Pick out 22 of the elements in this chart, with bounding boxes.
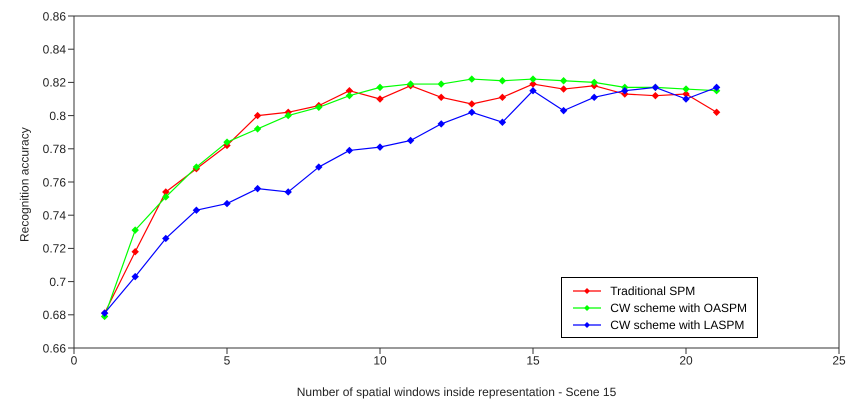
x-tick-label: 15: [526, 354, 540, 368]
x-axis-title: Number of spatial windows inside representation - Scene 15: [296, 385, 617, 399]
y-tick-label: 0.66: [42, 341, 66, 356]
x-tick-label: 5: [224, 354, 231, 368]
y-tick-label: 0.7: [49, 274, 66, 289]
y-tick-label: 0.68: [42, 308, 66, 322]
legend-label: Traditional SPM: [610, 284, 696, 298]
y-tick-label: 0.76: [42, 175, 66, 190]
legend-label: CW scheme with LASPM: [610, 318, 744, 332]
y-tick-label: 0.82: [42, 76, 66, 90]
x-tick-label: 0: [70, 354, 78, 368]
y-axis-title: Recognition accuracy: [17, 127, 32, 242]
y-tick-label: 0.78: [42, 142, 66, 156]
y-tick-label: 0.8: [49, 108, 66, 123]
y-tick-label: 0.74: [42, 208, 66, 222]
legend-label: CW scheme with OASPM: [610, 300, 747, 314]
y-tick-label: 0.84: [42, 42, 66, 56]
x-tick-label: 20: [679, 354, 693, 368]
y-tick-label: 0.72: [42, 242, 66, 256]
x-tick-label: 25: [832, 354, 846, 368]
y-tick-label: 0.86: [42, 9, 66, 24]
x-tick-label: 10: [373, 354, 387, 368]
